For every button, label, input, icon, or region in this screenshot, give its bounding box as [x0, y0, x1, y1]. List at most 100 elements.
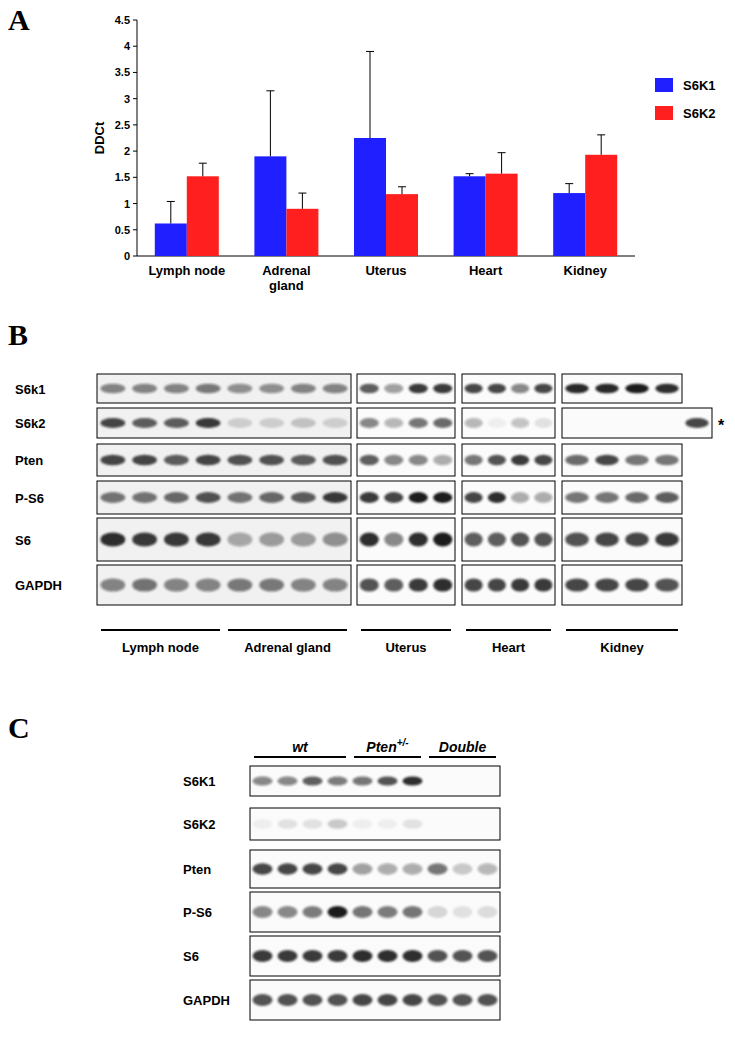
- label-line: Adrenal: [262, 263, 310, 278]
- error-cap: [167, 201, 175, 202]
- band: [595, 418, 618, 428]
- y-tick: [133, 229, 137, 230]
- band: [511, 455, 529, 466]
- y-tick: [133, 124, 137, 125]
- band: [100, 384, 125, 394]
- error-stem: [402, 187, 403, 194]
- band: [488, 384, 506, 394]
- band: [534, 384, 552, 394]
- label-line: gland: [269, 278, 304, 293]
- row-label: S6: [183, 949, 199, 964]
- band: [353, 950, 373, 962]
- blot-box: [250, 766, 500, 796]
- error-cap: [298, 193, 306, 194]
- band: [595, 492, 618, 503]
- band: [196, 578, 221, 591]
- band: [360, 418, 379, 428]
- band: [323, 455, 348, 466]
- band: [384, 492, 403, 503]
- band: [164, 578, 189, 591]
- band: [303, 906, 323, 918]
- band: [478, 906, 498, 918]
- band: [328, 950, 348, 962]
- band: [534, 492, 552, 503]
- band: [565, 532, 588, 546]
- band: [565, 418, 588, 428]
- band: [534, 532, 552, 546]
- blot-box: [357, 481, 455, 514]
- band: [303, 819, 323, 829]
- band: [453, 950, 473, 962]
- band: [278, 777, 298, 786]
- blot-box: [357, 565, 455, 605]
- band: [227, 418, 252, 428]
- band: [259, 492, 284, 503]
- band: [132, 578, 157, 591]
- band: [433, 418, 452, 428]
- bar: [187, 176, 219, 256]
- band: [465, 492, 483, 503]
- band: [488, 418, 506, 428]
- band: [453, 994, 473, 1006]
- band: [534, 578, 552, 591]
- tissue-label: Uterus: [385, 640, 426, 655]
- band: [403, 819, 423, 829]
- error-bar: [597, 135, 605, 155]
- band: [428, 950, 448, 962]
- band: [433, 492, 452, 503]
- y-tick-label: 0: [124, 250, 130, 262]
- band: [595, 532, 618, 546]
- y-tick-label: 4.5: [115, 14, 130, 26]
- genotype-text: Pten: [366, 739, 396, 755]
- blot-box: [250, 808, 500, 840]
- row-label: S6k2: [15, 416, 45, 431]
- band: [465, 384, 483, 394]
- band: [655, 532, 678, 546]
- bar: [585, 155, 617, 256]
- band: [655, 578, 678, 591]
- band: [278, 819, 298, 829]
- y-tick: [133, 20, 137, 21]
- x-tick-label: Lymph node: [148, 263, 225, 278]
- band: [164, 455, 189, 466]
- band: [196, 532, 221, 546]
- band: [403, 777, 423, 786]
- band: [278, 950, 298, 962]
- band: [453, 906, 473, 918]
- bar: [254, 156, 286, 256]
- band: [353, 819, 373, 829]
- band: [453, 777, 473, 786]
- band: [409, 492, 428, 503]
- band: [323, 418, 348, 428]
- band: [511, 384, 529, 394]
- band: [259, 532, 284, 546]
- y-tick-label: 2.5: [115, 119, 130, 131]
- band: [565, 492, 588, 503]
- tissue-label: Lymph node: [122, 640, 199, 655]
- band: [291, 578, 316, 591]
- band: [384, 384, 403, 394]
- blot-box: [462, 518, 555, 561]
- band: [259, 455, 284, 466]
- panel-label: A: [8, 3, 30, 36]
- band: [196, 492, 221, 503]
- band: [100, 455, 125, 466]
- axes: 00.511.522.533.544.5: [115, 14, 635, 262]
- blot-panel: S6K1S6K2PtenP-S6S6GAPDHwtPten+/-Double: [183, 737, 500, 1020]
- band: [465, 532, 483, 546]
- genotype-sup: +/-: [397, 737, 410, 748]
- band: [291, 492, 316, 503]
- band: [409, 418, 428, 428]
- group-underline: [361, 629, 451, 631]
- error-bar: [466, 174, 474, 177]
- row-label: GAPDH: [15, 578, 62, 593]
- error-cap: [366, 51, 374, 52]
- band: [323, 492, 348, 503]
- blot-box: [357, 518, 455, 561]
- band: [360, 384, 379, 394]
- x-tick-label: Adrenalgland: [262, 263, 310, 293]
- blot-box: [97, 408, 351, 438]
- band: [196, 418, 221, 428]
- band: [565, 455, 588, 466]
- band: [433, 578, 452, 591]
